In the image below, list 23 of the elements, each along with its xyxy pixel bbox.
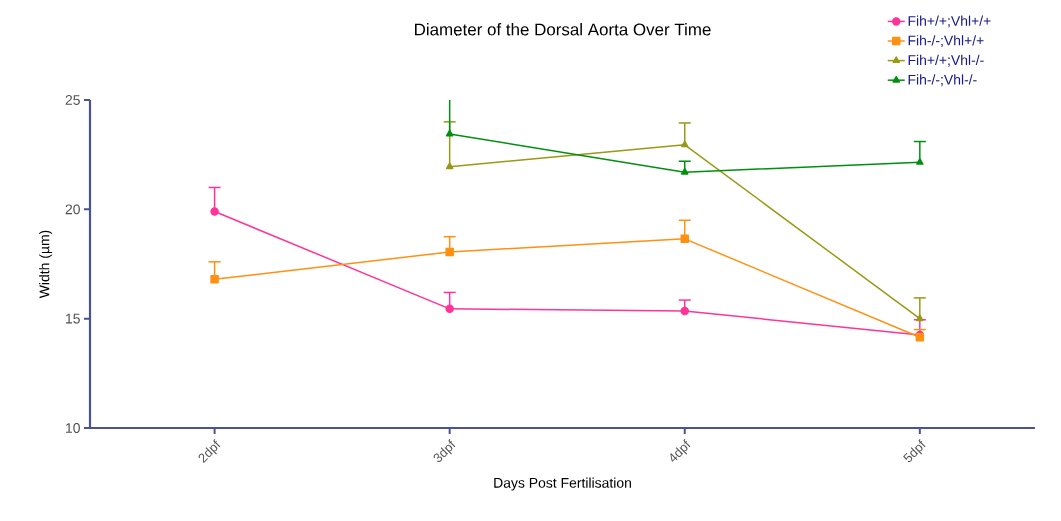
point <box>680 140 689 148</box>
point <box>445 129 454 137</box>
y-tick-label: 10 <box>66 423 80 433</box>
legend-label: Fih+/+;Vhl+/+ <box>908 15 991 28</box>
point <box>916 314 924 322</box>
chart-title: Diameter of the Dorsal Aorta Over Time <box>415 23 711 36</box>
x-axis-title: Days Post Fertilisation <box>494 477 631 491</box>
point <box>445 247 454 257</box>
y-tick-label: 20 <box>65 204 80 215</box>
point <box>445 162 454 170</box>
legend-label: Fih+/+;Vhl-/- <box>908 54 984 67</box>
point <box>210 207 219 216</box>
y-tick-label: 15 <box>66 313 80 324</box>
point <box>445 304 454 314</box>
legend-label: Fih-/-;Vhl+/+ <box>908 35 984 48</box>
y-axis-title: Width (µm) <box>39 230 53 299</box>
y-tick-label: 25 <box>65 95 80 105</box>
point <box>680 167 689 175</box>
point <box>210 275 219 284</box>
point <box>916 158 924 165</box>
legend-label: Fih-/-;Vhl-/- <box>908 74 977 87</box>
point <box>680 306 689 316</box>
point <box>680 234 689 244</box>
